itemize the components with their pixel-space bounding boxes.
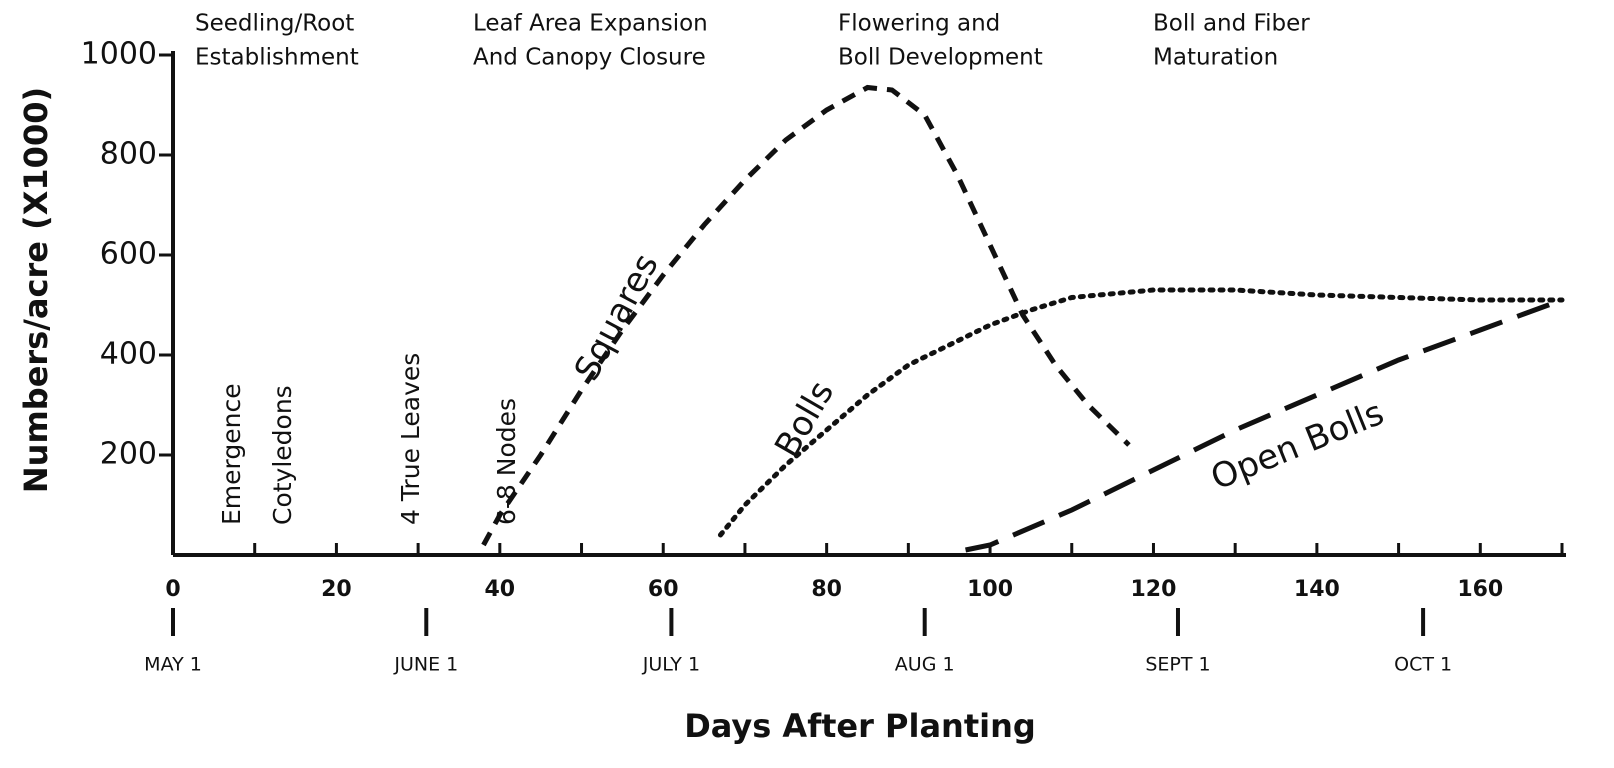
y-axis-label: Numbers/acre (X1000) [17, 87, 55, 493]
event-label: 4 True Leaves [396, 353, 425, 525]
y-tick-label: 800 [100, 137, 157, 172]
x-tick-label: 60 [648, 577, 679, 602]
x-tick-label: 80 [811, 577, 842, 602]
event-label: 6-8 Nodes [492, 398, 521, 525]
x-tick-label: 100 [967, 577, 1013, 602]
date-tick-label: JULY 1 [642, 654, 700, 676]
stage-label: Boll Development [838, 45, 1043, 71]
y-tick-label: 200 [100, 437, 157, 472]
stage-label: And Canopy Closure [473, 45, 706, 71]
event-label: Cotyledons [268, 385, 297, 525]
x-axis-label: Days After Planting [684, 707, 1036, 745]
stage-label: Seedling/Root [195, 11, 354, 37]
x-tick-label: 0 [165, 577, 180, 602]
date-tick-label: OCT 1 [1394, 654, 1452, 676]
series-line [481, 84, 1131, 547]
x-tick-label: 120 [1131, 577, 1177, 602]
stage-label: Leaf Area Expansion [473, 11, 708, 37]
date-tick-label: AUG 1 [895, 654, 955, 676]
series-line [965, 297, 1563, 553]
x-tick-label: 160 [1457, 577, 1503, 602]
stage-label: Establishment [195, 45, 359, 71]
series-label: Open Bolls [1205, 393, 1389, 498]
y-tick-label: 1000 [81, 37, 157, 72]
series-label: Squares [567, 247, 667, 387]
stage-label: Maturation [1153, 45, 1278, 71]
date-tick-label: SEPT 1 [1145, 654, 1210, 676]
x-tick-label: 140 [1294, 577, 1340, 602]
series-label: Bolls [767, 374, 842, 464]
stage-label: Flowering and [838, 11, 1000, 37]
event-label: Emergence [217, 383, 246, 525]
y-tick-label: 600 [100, 237, 157, 272]
x-tick-label: 40 [485, 577, 516, 602]
date-tick-label: JUNE 1 [393, 654, 458, 676]
y-tick-label: 400 [100, 337, 157, 372]
series-line [717, 287, 1565, 538]
x-tick-label: 20 [321, 577, 352, 602]
date-tick-label: MAY 1 [144, 654, 202, 676]
stage-label: Boll and Fiber [1153, 11, 1310, 37]
